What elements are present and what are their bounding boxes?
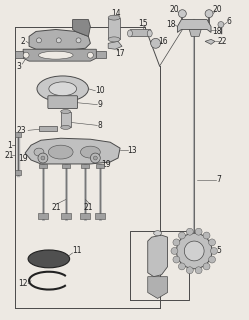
Polygon shape [205,39,215,44]
Circle shape [209,256,215,263]
Circle shape [173,256,180,263]
Circle shape [195,267,202,274]
Polygon shape [108,41,122,49]
Circle shape [176,233,212,269]
Polygon shape [148,235,168,277]
Circle shape [90,153,100,163]
Bar [130,29,150,36]
Circle shape [93,156,97,160]
Circle shape [56,38,61,43]
Circle shape [186,267,193,274]
Polygon shape [177,20,211,32]
Text: 21: 21 [51,203,61,212]
Text: 13: 13 [127,146,137,155]
Ellipse shape [34,148,44,156]
Ellipse shape [108,37,120,42]
Circle shape [37,38,41,43]
Text: 19: 19 [101,160,111,170]
Bar [61,213,71,219]
Ellipse shape [49,82,76,96]
Text: 17: 17 [115,49,125,58]
Text: 22: 22 [217,37,227,46]
Circle shape [76,38,81,43]
Circle shape [203,232,210,239]
Text: 20: 20 [170,5,179,14]
Text: 10: 10 [95,86,105,95]
Text: 16: 16 [158,37,167,46]
Polygon shape [25,138,120,164]
Circle shape [209,239,215,246]
Text: 3: 3 [17,61,22,70]
Text: 18: 18 [212,27,222,36]
Circle shape [171,247,178,254]
Ellipse shape [147,30,152,37]
Bar [62,164,70,168]
Text: 7: 7 [216,175,221,184]
Text: 14: 14 [111,9,121,18]
Text: 2: 2 [21,37,25,46]
Text: 19: 19 [18,154,28,163]
Text: 23: 23 [16,126,26,135]
Bar [38,213,48,219]
Circle shape [205,10,213,18]
Text: 12: 12 [18,279,28,288]
Polygon shape [189,29,201,36]
Ellipse shape [61,125,71,129]
Bar [96,164,104,168]
Polygon shape [73,20,90,36]
Circle shape [173,239,180,246]
Circle shape [195,228,202,235]
Circle shape [178,10,186,18]
Circle shape [23,52,29,58]
Circle shape [38,153,48,163]
Text: 18: 18 [166,20,175,29]
Ellipse shape [39,51,73,59]
Circle shape [179,263,185,270]
Circle shape [151,38,161,48]
Bar [95,213,105,219]
Polygon shape [29,29,90,49]
Ellipse shape [28,250,70,268]
Polygon shape [23,49,96,61]
Text: 21: 21 [4,150,14,160]
Circle shape [218,21,224,28]
Bar [108,18,120,39]
Text: 1: 1 [7,141,12,150]
Bar [15,170,21,175]
Text: 5: 5 [216,246,221,255]
Polygon shape [148,277,168,299]
Text: 8: 8 [98,121,103,130]
Ellipse shape [154,231,162,236]
Circle shape [41,156,45,160]
FancyBboxPatch shape [48,96,77,108]
Bar [80,213,90,219]
Circle shape [184,241,204,261]
Bar [39,126,57,131]
Bar [15,132,21,137]
Circle shape [87,52,93,58]
Text: 21: 21 [84,203,93,212]
Polygon shape [15,51,23,58]
Text: 11: 11 [72,246,81,255]
Text: 4: 4 [193,262,198,271]
Bar [61,112,71,127]
Text: 9: 9 [98,100,103,109]
Circle shape [179,232,185,239]
Ellipse shape [37,76,88,102]
Bar [81,164,89,168]
Text: 15: 15 [138,19,148,28]
Circle shape [203,263,210,270]
Ellipse shape [108,15,120,20]
Text: 6: 6 [226,17,231,26]
Ellipse shape [127,30,132,37]
Bar [39,164,47,168]
Ellipse shape [48,145,73,159]
Ellipse shape [61,109,71,114]
Circle shape [186,228,193,235]
Ellipse shape [80,146,100,158]
Circle shape [210,247,217,254]
Polygon shape [96,51,106,58]
Text: 20: 20 [212,5,222,14]
